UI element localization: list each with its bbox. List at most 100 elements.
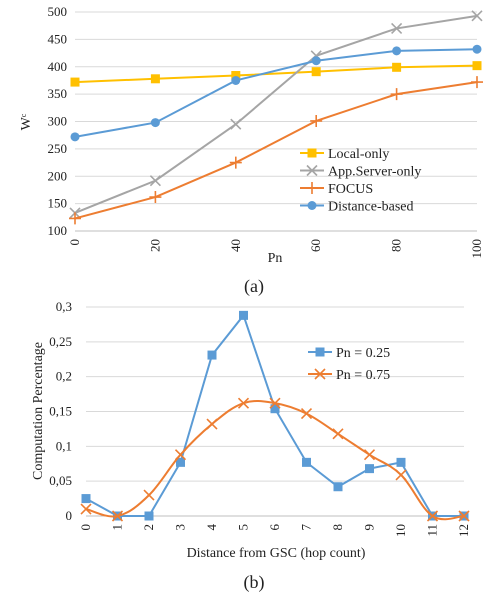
series-line-b-1 [85, 399, 465, 521]
data-point-b-1-9 [363, 449, 376, 461]
x-tick-label-b-7: 7 [299, 524, 314, 531]
y-tick-label-a-8: 500 [48, 4, 68, 19]
x-tick-label-b-6: 6 [267, 524, 282, 531]
x-tick-label-a-0: 0 [67, 239, 82, 246]
data-point-b-0-9 [365, 464, 374, 474]
legend-marker-a-3 [307, 201, 317, 210]
data-point-a-2-0 [69, 212, 81, 225]
series-line-b-0 [85, 313, 464, 517]
y-tick-label-a-2: 200 [48, 168, 68, 183]
y-tick-label-a-5: 350 [48, 86, 68, 101]
data-point-b-1-2 [143, 489, 155, 501]
legend-marker-a-2 [306, 182, 318, 194]
y-axis-label-a: Wᶜ [19, 113, 34, 130]
caption-b: (b) [244, 572, 265, 593]
data-point-b-1-1 [111, 510, 124, 522]
chart-b: 00,050,10,150,20,250,30 1 2 3 4 5 6 7 8 9 10 11 12Di… [31, 299, 471, 593]
x-tick-label-b-2: 2 [141, 524, 156, 531]
y-tick-label-b-1: 0,05 [49, 473, 72, 488]
data-point-b-1-8 [332, 428, 344, 440]
y-tick-label-b-5: 0,25 [49, 334, 72, 349]
x-tick-label-a-5: 100 [469, 239, 484, 259]
x-tick-label-b-8: 8 [330, 524, 345, 531]
y-tick-label-a-6: 400 [48, 59, 68, 74]
x-axis-label-a: Pn [268, 251, 283, 266]
data-point-b-0-0 [81, 494, 91, 504]
y-tick-label-a-3: 250 [48, 141, 68, 156]
x-tick-label-b-12: 12 [456, 524, 471, 537]
data-point-b-0-6 [270, 404, 280, 414]
series-line-a-3 [74, 48, 478, 138]
data-point-b-0-7 [302, 457, 311, 467]
series-line-a-1 [74, 14, 478, 214]
x-tick-label-a-2: 40 [228, 239, 243, 252]
data-point-b-0-3 [176, 457, 185, 467]
legend-marker-a-0 [307, 148, 317, 158]
x-tick-label-b-4: 4 [204, 524, 219, 531]
y-tick-label-b-4: 0,2 [56, 369, 72, 384]
data-point-a-2-2 [229, 156, 242, 169]
x-tick-label-b-10: 10 [393, 524, 408, 537]
data-point-a-3-1 [150, 118, 160, 128]
data-point-a-2-5 [471, 76, 483, 89]
data-point-a-0-4 [392, 62, 402, 72]
legend-label-a-3: Distance-based [328, 200, 414, 215]
legend-marker-b-0 [315, 347, 325, 357]
x-tick-label-b-3: 3 [173, 524, 188, 531]
x-tick-label-b-11: 11 [425, 524, 440, 537]
y-tick-label-b-0: 0 [66, 508, 73, 523]
x-axis-label-b: Distance from GSC (hop count) [187, 546, 366, 561]
data-point-a-3-4 [392, 46, 402, 56]
series-line-a-2 [74, 81, 478, 220]
series-line-a-0 [74, 64, 478, 84]
y-tick-label-b-2: 0,1 [56, 438, 72, 453]
legend-label-a-2: FOCUS [328, 182, 373, 197]
data-point-b-1-6 [269, 397, 281, 409]
data-point-a-0-5 [472, 61, 482, 71]
data-point-b-1-10 [395, 469, 407, 481]
legend-label-a-1: App.Server-only [328, 165, 421, 180]
y-tick-label-b-6: 0,3 [56, 299, 72, 314]
data-point-b-0-4 [207, 350, 217, 360]
data-point-a-0-0 [70, 77, 80, 87]
legend-label-a-0: Local-only [328, 147, 389, 162]
y-axis-label-b: Computation Percentage [31, 342, 46, 480]
y-tick-label-a-7: 450 [48, 31, 68, 46]
data-point-b-1-12 [458, 510, 470, 522]
data-point-b-1-4 [206, 418, 218, 430]
chart-a: 100 150 200 250 300 350 400 450 500 0 20 40 60 80 100 P… [19, 4, 484, 297]
data-point-b-0-10 [396, 457, 406, 467]
x-tick-label-b-5: 5 [236, 524, 251, 531]
caption-a: (a) [244, 276, 264, 297]
data-point-a-0-3 [311, 67, 321, 77]
data-point-a-0-2 [231, 71, 241, 81]
data-point-b-1-0 [80, 503, 92, 515]
y-tick-label-a-0: 100 [48, 223, 68, 238]
data-point-a-1-2 [230, 118, 242, 130]
x-tick-label-b-1: 1 [110, 524, 125, 531]
y-tick-label-a-4: 300 [48, 114, 68, 129]
data-point-a-3-3 [311, 56, 321, 66]
x-tick-label-a-3: 60 [308, 239, 323, 252]
data-point-b-0-2 [144, 511, 154, 521]
data-point-a-2-3 [310, 114, 323, 127]
data-point-a-2-4 [390, 88, 403, 101]
y-tick-label-a-1: 150 [48, 196, 68, 211]
data-point-a-3-2 [231, 75, 241, 85]
data-point-a-3-5 [472, 44, 482, 54]
legend-label-b-0: Pn = 0.25 [336, 346, 390, 361]
data-point-a-2-1 [149, 191, 162, 204]
x-tick-label-b-9: 9 [362, 524, 377, 531]
data-point-b-1-11 [426, 510, 439, 522]
legend-marker-a-1 [306, 164, 318, 177]
x-tick-label-a-4: 80 [389, 239, 404, 252]
x-tick-label-b-0: 0 [78, 524, 93, 531]
data-point-b-0-8 [333, 482, 343, 492]
data-point-a-1-1 [149, 175, 161, 187]
legend-label-b-1: Pn = 0.75 [336, 368, 390, 383]
data-point-b-1-3 [174, 449, 187, 461]
data-point-a-1-4 [391, 22, 403, 34]
data-point-a-3-0 [70, 132, 80, 142]
data-point-b-1-5 [237, 397, 250, 409]
